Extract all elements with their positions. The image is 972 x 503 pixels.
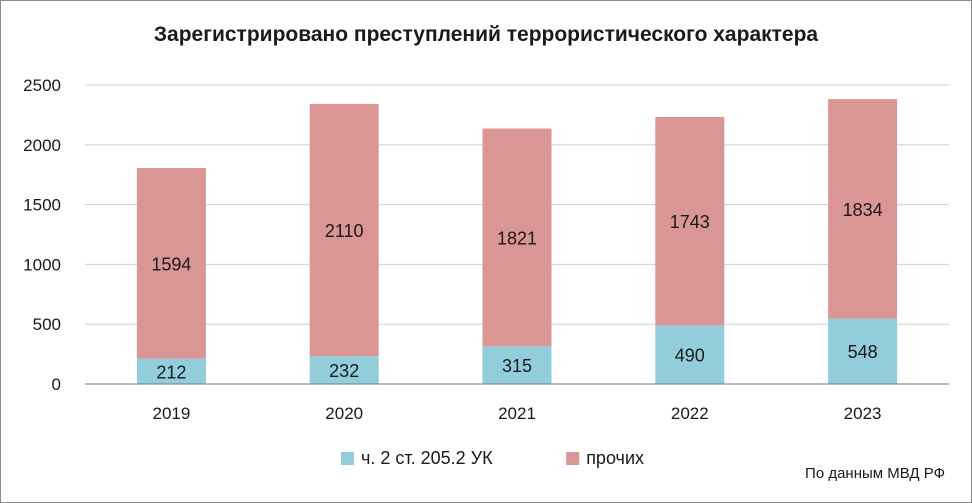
- bar-segment-article-205-2-2019: [136, 358, 206, 384]
- legend-label: ч. 2 ст. 205.2 УК: [361, 448, 493, 468]
- bar-segment-article-205-2-2020: [309, 356, 379, 384]
- bar-segment-other-2021: [482, 128, 552, 347]
- bar-segment-other-2019: [136, 168, 206, 359]
- x-tick-label: 2019: [152, 404, 190, 423]
- y-tick-label: 2500: [23, 76, 61, 95]
- data-label: 212: [156, 362, 186, 382]
- bar-segment-article-205-2-2022: [655, 325, 725, 384]
- x-tick-label: 2022: [671, 404, 709, 423]
- chart-title: Зарегистрировано преступлений террористи…: [153, 23, 819, 46]
- x-tick-label: 2021: [498, 404, 536, 423]
- data-label: 548: [848, 342, 878, 362]
- bar-segment-other-2020: [309, 103, 379, 357]
- bar-segment-other-2023: [828, 99, 898, 319]
- y-tick-label: 1500: [23, 196, 61, 215]
- y-tick-label: 500: [33, 315, 61, 334]
- data-label: 490: [675, 346, 705, 366]
- y-tick-label: 2000: [23, 136, 61, 155]
- data-label: 315: [502, 356, 532, 376]
- data-label: 1821: [497, 228, 537, 248]
- y-tick-label: 1000: [23, 255, 61, 274]
- x-tick-label: 2020: [325, 404, 363, 423]
- data-label: 232: [329, 361, 359, 381]
- bar-segment-article-205-2-2023: [828, 318, 898, 384]
- data-label: 1743: [670, 212, 710, 232]
- bar-segment-other-2022: [655, 116, 725, 326]
- x-tick-label: 2023: [844, 404, 882, 423]
- legend-swatch-article-205-2: [341, 452, 354, 465]
- data-label: 1594: [151, 254, 191, 274]
- source-note: По данным МВД РФ: [805, 465, 945, 482]
- data-label: 2110: [325, 221, 364, 241]
- legend-swatch-other: [566, 452, 580, 465]
- y-tick-label: 0: [52, 375, 61, 394]
- bar-segment-article-205-2-2021: [482, 346, 552, 384]
- legend-label: прочих: [586, 448, 644, 468]
- data-label: 1834: [843, 200, 883, 220]
